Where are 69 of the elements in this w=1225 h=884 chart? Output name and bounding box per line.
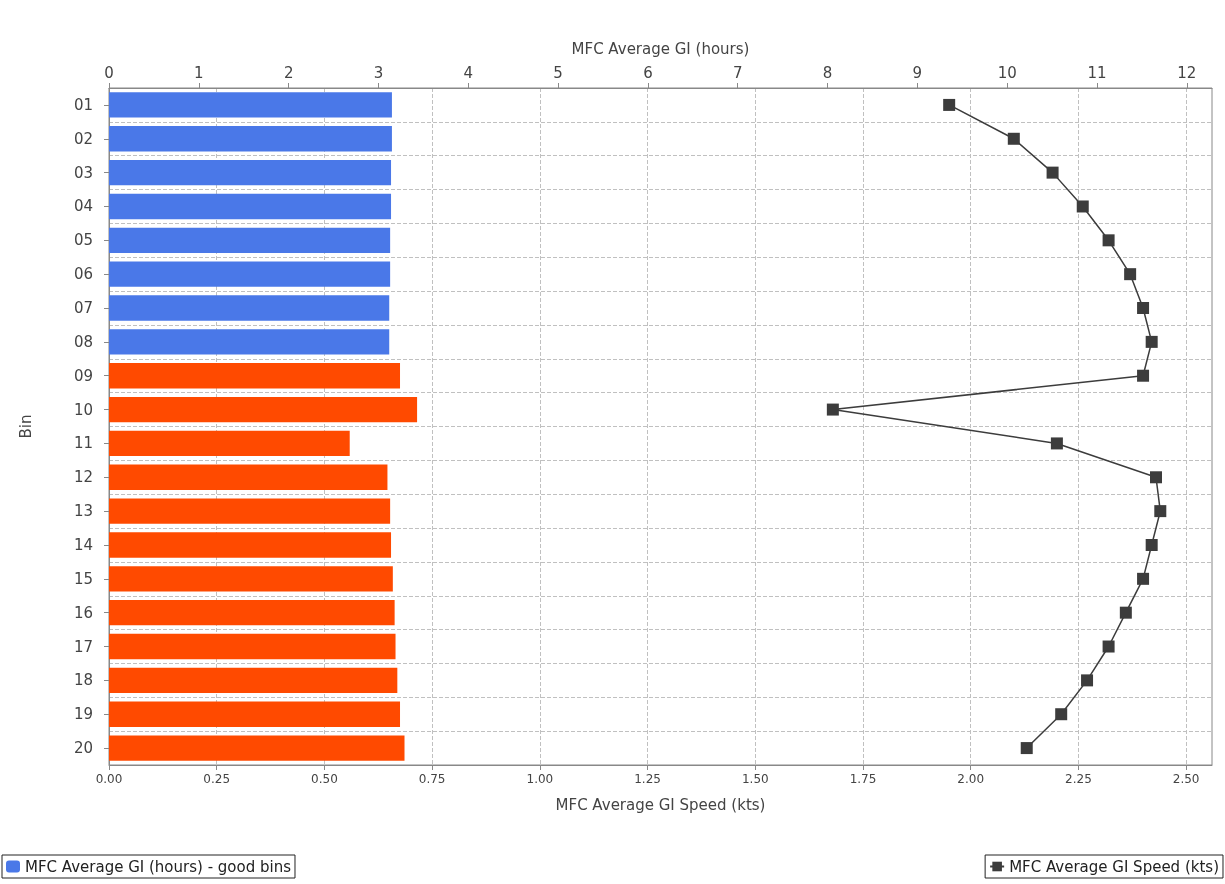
x-tick-label: 2.50: [1172, 772, 1200, 786]
point: [943, 98, 956, 111]
point: [1076, 200, 1089, 213]
y-tick-label: 10: [73, 400, 93, 419]
x-tick-label: 0.00: [95, 772, 123, 786]
x2-tick-label: 3: [373, 63, 384, 82]
x2-tick-label: 2: [283, 63, 294, 82]
x2-tick-label: 9: [912, 63, 923, 82]
point: [1020, 742, 1033, 755]
y-tick-label: 13: [73, 502, 93, 521]
x-tick-label: 2.25: [1065, 772, 1092, 786]
y-tick-label: 18: [73, 671, 93, 690]
y-tick-label: 20: [73, 739, 93, 758]
x2-tick-label: 0: [104, 63, 114, 82]
x-tick-label: 1.00: [526, 772, 554, 786]
x2-tick-label: 12: [1177, 63, 1197, 82]
x-tick-label: 0.25: [203, 772, 231, 786]
point: [826, 403, 839, 416]
x-tick-label: 2.00: [957, 772, 985, 786]
y-tick-label: 07: [73, 299, 93, 318]
x2-tick-label: 10: [997, 63, 1017, 82]
y-axis-title: Bin: [16, 414, 35, 439]
point: [1119, 606, 1132, 619]
y-tick-label: 15: [73, 569, 93, 588]
x2-tick-label: 5: [553, 63, 563, 82]
y-tick-label: 06: [73, 265, 93, 284]
point: [1102, 234, 1115, 247]
point: [1137, 572, 1150, 585]
x2-tick-label: 6: [643, 63, 653, 82]
x2-axis-title: MFC Average GI (hours): [571, 39, 750, 58]
x-tick-label: 0.50: [311, 772, 338, 786]
y-tick-label: 05: [73, 231, 93, 250]
y-tick-label: 01: [73, 95, 93, 114]
x2-tick-label: 11: [1087, 63, 1107, 82]
y-tick-label: 14: [73, 535, 93, 554]
point: [1154, 505, 1167, 518]
point: [1050, 437, 1063, 450]
x-axis-title: MFC Average GI Speed (kts): [555, 795, 766, 814]
y-tick-label: 09: [73, 366, 93, 385]
y-tick-label: 08: [73, 332, 93, 351]
legend-label: MFC Average GI (hours) - good bins: [25, 857, 292, 876]
x-tick-label: 1.75: [849, 772, 877, 786]
x2-tick-label: 1: [194, 63, 204, 82]
y-tick-label: 16: [73, 603, 93, 622]
point: [1102, 640, 1115, 653]
y-tick-label: 17: [73, 637, 93, 656]
legend-label: MFC Average GI Speed (kts): [1009, 857, 1220, 876]
x-tick-label: 1.50: [741, 772, 769, 786]
y-tick-label: 04: [73, 197, 93, 216]
point: [1137, 302, 1150, 315]
y-tick-label: 11: [73, 434, 93, 453]
y-tick-label: 02: [73, 129, 93, 148]
x-tick-label: 1.25: [634, 772, 661, 786]
y-tick-label: 19: [73, 705, 93, 724]
x-tick-label: 0.75: [418, 772, 446, 786]
point: [1124, 268, 1137, 281]
point: [1145, 335, 1158, 348]
point: [1149, 471, 1162, 484]
x2-tick-label: 4: [463, 63, 474, 82]
x2-tick-label: 8: [822, 63, 833, 82]
point: [1081, 674, 1094, 687]
point: [1055, 708, 1068, 721]
y-tick-label: 12: [73, 468, 93, 487]
x2-tick-label: 7: [732, 63, 743, 82]
y-tick-label: 03: [73, 163, 93, 182]
point: [1137, 369, 1150, 382]
point: [1145, 538, 1158, 551]
point: [1007, 132, 1020, 145]
point: [1046, 166, 1059, 179]
